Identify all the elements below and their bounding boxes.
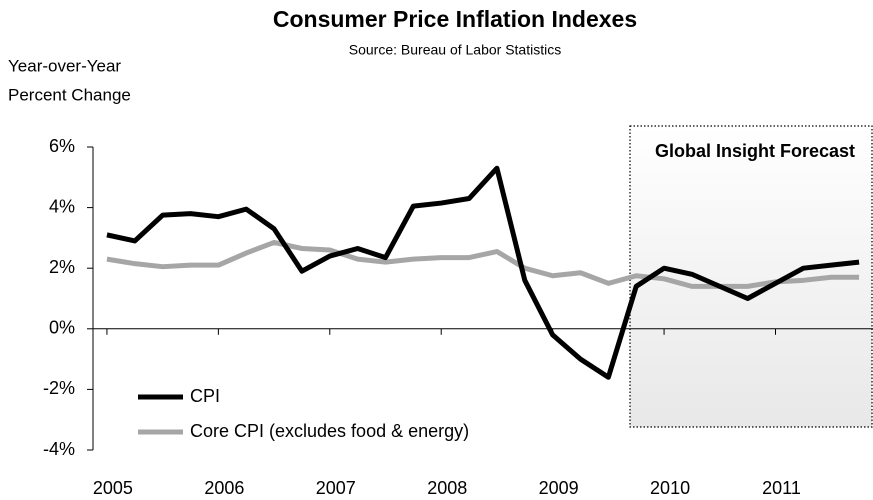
x-tick-label: 2006	[204, 478, 244, 498]
y-tick-label: 6%	[49, 136, 75, 156]
chart-subtitle: Source: Bureau of Labor Statistics	[349, 42, 561, 58]
y-axis-label: Year-over-Year	[8, 56, 121, 75]
y-tick-label: -4%	[43, 439, 75, 459]
x-tick-label: 2008	[427, 478, 467, 498]
legend-label: Core CPI (excludes food & energy)	[190, 421, 469, 441]
y-axis-label: Percent Change	[8, 85, 131, 104]
x-tick-label: 2005	[93, 478, 133, 498]
chart-title: Consumer Price Inflation Indexes	[273, 6, 637, 32]
y-tick-label: 2%	[49, 257, 75, 277]
series-line	[106, 239, 860, 289]
x-tick-label: 2007	[316, 478, 356, 498]
y-tick-label: 4%	[49, 196, 75, 216]
x-tick-label: 2011	[762, 478, 801, 498]
series-line	[106, 165, 860, 380]
x-tick-label: 2009	[539, 478, 579, 498]
legend-label: CPI	[190, 386, 220, 406]
forecast-label: Global Insight Forecast	[655, 141, 855, 161]
x-tick-label: 2010	[650, 478, 690, 498]
y-tick-label: -2%	[43, 378, 75, 398]
y-tick-label: 0%	[49, 318, 75, 338]
